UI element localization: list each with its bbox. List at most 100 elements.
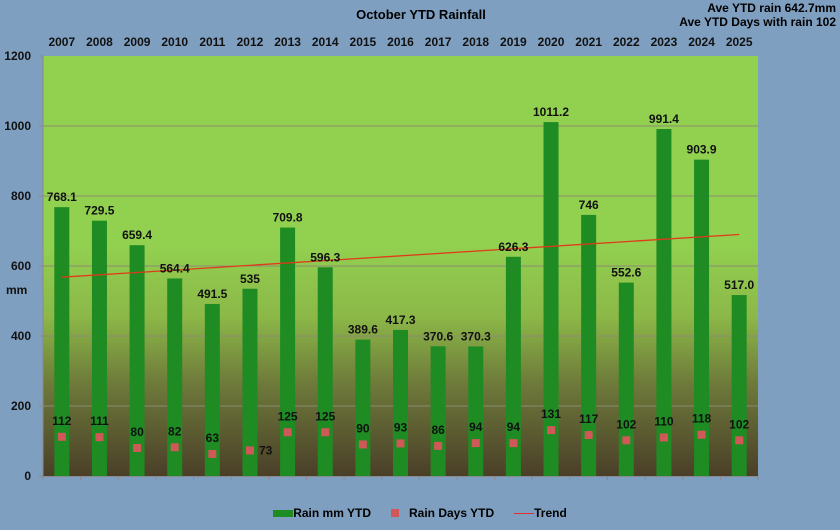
bar — [204, 303, 220, 476]
bar — [167, 278, 183, 476]
trend-series — [61, 233, 740, 278]
x-tick-label: 2012 — [237, 35, 264, 49]
rain-days-marker — [133, 444, 142, 452]
rain-days-marker — [396, 439, 405, 448]
rain-days-label: 82 — [168, 424, 182, 438]
legend-label: Trend — [534, 506, 567, 520]
bar-value-label: 903.9 — [687, 143, 717, 157]
rain-days-marker — [584, 431, 593, 440]
bar-value-label: 709.8 — [273, 211, 303, 225]
legend-label: Rain Days YTD — [408, 506, 495, 520]
x-tick-label: 2021 — [575, 35, 602, 49]
bar-value-label: 729.5 — [84, 204, 114, 218]
rain-days-label: 125 — [278, 409, 298, 423]
rain-days-marker — [547, 426, 556, 435]
rain-days-marker — [170, 443, 179, 452]
x-tick-label: 2019 — [500, 35, 527, 49]
rain-days-label: 117 — [579, 412, 599, 426]
x-tick-label: 2023 — [651, 35, 678, 49]
rain-days-label: 102 — [729, 417, 749, 431]
rain-days-label: 94 — [469, 420, 483, 434]
x-tick-label: 2015 — [350, 35, 377, 49]
ave-rain-annotation: Ave YTD rain 642.7mm — [707, 1, 836, 15]
bar — [430, 346, 446, 476]
rain-days-marker — [208, 449, 217, 458]
rain-days-marker — [509, 439, 518, 448]
legend-item-trend[interactable]: Trend — [514, 506, 567, 520]
x-tick-label: 2007 — [48, 35, 75, 49]
legend-item-rain-mm[interactable]: Rain mm YTD — [273, 506, 371, 520]
rain-days-label: 118 — [692, 412, 712, 426]
x-tick-label: 2013 — [274, 35, 301, 49]
rain-days-labels: 112 111 80 82 63 73 125 125 90 93 86 94 94 131 117 102 1… — [52, 407, 749, 457]
rain-days-label: 86 — [431, 423, 445, 437]
x-tick-label: 2025 — [726, 35, 753, 49]
rain-days-label: 93 — [394, 420, 408, 434]
bar-labels: 768.1 729.5 659.4 564.4 491.5 535 709.8 596.3 38… — [47, 105, 755, 343]
bar-value-label: 768.1 — [47, 190, 77, 204]
x-tick-label: 2009 — [124, 35, 151, 49]
bar — [54, 207, 70, 477]
rain-days-label: 73 — [259, 443, 273, 457]
x-tick-label: 2024 — [688, 35, 715, 49]
ave-days-annotation: Ave YTD Days with rain 102 — [679, 15, 836, 29]
rain-days-label: 131 — [541, 407, 561, 421]
bar-value-label: 517.0 — [724, 278, 754, 292]
rain-days-marker — [471, 439, 480, 448]
rain-days-series — [57, 426, 744, 458]
rain-days-marker — [358, 440, 367, 449]
y-tick-label: 200 — [11, 399, 31, 413]
bar — [91, 220, 107, 476]
y-tick-label: 0 — [24, 469, 31, 483]
rain-days-label: 80 — [130, 425, 144, 439]
bar — [393, 329, 408, 476]
bar-value-label: 417.3 — [385, 313, 415, 327]
bar — [618, 282, 634, 476]
rain-days-marker — [622, 436, 631, 445]
y-tick-label: 1000 — [4, 119, 31, 133]
rain-days-label: 125 — [315, 409, 335, 423]
bar-value-label: 1011.2 — [533, 105, 569, 119]
legend: Rain mm YTD Rain Days YTD Trend — [0, 506, 840, 520]
x-tick-label: 2020 — [538, 35, 565, 49]
bar — [242, 288, 258, 476]
rain-days-marker — [434, 441, 443, 450]
bar — [280, 227, 296, 476]
x-tick-label: 2018 — [462, 35, 489, 49]
y-tick-label: 1200 — [4, 49, 31, 63]
rain-days-label: 111 — [90, 414, 109, 428]
rain-days-label: 102 — [616, 417, 636, 431]
bar-value-label: 659.4 — [122, 228, 152, 242]
bar-swatch-icon — [273, 509, 294, 517]
bar — [317, 267, 333, 476]
rain-days-marker — [321, 428, 330, 437]
rain-days-marker — [245, 446, 254, 455]
bar — [731, 295, 747, 476]
rain-days-marker — [735, 436, 744, 445]
bar — [581, 214, 597, 476]
bar-value-label: 491.5 — [197, 287, 227, 301]
x-tick-label: 2008 — [86, 35, 113, 49]
bar-value-label: 370.6 — [423, 329, 453, 343]
bar-value-label: 746 — [579, 198, 599, 212]
x-axis: 2007 2008 2009 2010 2011 2012 2013 2014 2015 2016… — [42, 35, 759, 480]
bar-value-label: 991.4 — [649, 112, 679, 126]
rain-days-label: 110 — [654, 415, 674, 429]
bar-value-label: 596.3 — [310, 250, 340, 264]
x-tick-label: 2016 — [387, 35, 414, 49]
square-marker-icon — [390, 509, 399, 517]
y-axis-label: mm — [6, 283, 27, 297]
x-tick-label: 2017 — [425, 35, 452, 49]
line-swatch-icon — [514, 512, 535, 514]
bar — [656, 129, 672, 476]
bar — [468, 346, 484, 476]
rain-days-marker — [95, 433, 104, 442]
rain-days-label: 63 — [206, 431, 220, 445]
bar — [129, 245, 145, 476]
y-tick-label: 400 — [11, 329, 31, 343]
bar-value-label: 552.6 — [611, 266, 641, 280]
y-tick-label: 800 — [11, 189, 31, 203]
legend-item-rain-days[interactable]: Rain Days YTD — [390, 506, 495, 520]
bar — [505, 256, 521, 476]
